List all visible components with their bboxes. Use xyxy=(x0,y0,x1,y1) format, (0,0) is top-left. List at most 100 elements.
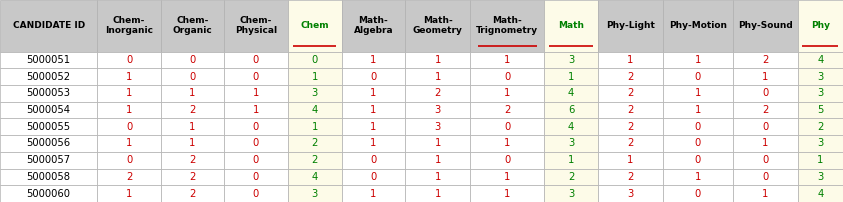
Text: 3: 3 xyxy=(817,139,824,148)
Bar xyxy=(161,168,224,185)
Bar xyxy=(161,118,224,135)
Bar xyxy=(598,52,663,68)
Text: 1: 1 xyxy=(370,88,377,98)
Text: 0: 0 xyxy=(695,139,701,148)
Text: 0: 0 xyxy=(370,155,376,165)
Text: 1: 1 xyxy=(126,72,132,82)
Bar xyxy=(287,52,341,68)
Bar xyxy=(287,85,341,102)
Bar xyxy=(287,152,341,168)
Text: 2: 2 xyxy=(568,172,574,182)
Text: 1: 1 xyxy=(370,139,377,148)
Bar xyxy=(341,52,405,68)
Bar xyxy=(470,0,544,52)
Text: 2: 2 xyxy=(627,122,634,132)
Bar xyxy=(405,168,470,185)
Bar xyxy=(161,68,224,85)
Text: 0: 0 xyxy=(695,122,701,132)
Text: 3: 3 xyxy=(817,88,824,98)
Text: 4: 4 xyxy=(568,122,574,132)
Bar xyxy=(797,0,843,52)
Bar xyxy=(598,135,663,152)
Bar xyxy=(287,0,341,52)
Text: 0: 0 xyxy=(695,155,701,165)
Text: 0: 0 xyxy=(504,72,510,82)
Bar xyxy=(797,152,843,168)
Bar xyxy=(663,152,733,168)
Bar xyxy=(598,0,663,52)
Text: 0: 0 xyxy=(370,172,376,182)
Text: 1: 1 xyxy=(762,189,769,199)
Text: 3: 3 xyxy=(311,88,318,98)
Text: 5000057: 5000057 xyxy=(27,155,71,165)
Text: 0: 0 xyxy=(190,55,196,65)
Text: Math-
Geometry: Math- Geometry xyxy=(412,16,463,35)
Bar xyxy=(733,135,797,152)
Text: 1: 1 xyxy=(126,139,132,148)
Text: Phy-Light: Phy-Light xyxy=(606,21,655,30)
Text: 0: 0 xyxy=(253,155,259,165)
Text: 1: 1 xyxy=(434,172,441,182)
Text: 4: 4 xyxy=(817,189,824,199)
Bar xyxy=(663,168,733,185)
Bar xyxy=(0,68,97,85)
Text: 1: 1 xyxy=(370,55,377,65)
Text: 2: 2 xyxy=(817,122,824,132)
Bar xyxy=(797,85,843,102)
Text: 1: 1 xyxy=(434,139,441,148)
Text: 1: 1 xyxy=(817,155,824,165)
Text: 0: 0 xyxy=(762,88,768,98)
Bar xyxy=(598,68,663,85)
Text: 2: 2 xyxy=(190,172,196,182)
Bar xyxy=(544,168,598,185)
Bar xyxy=(0,102,97,118)
Text: 0: 0 xyxy=(253,122,259,132)
Bar xyxy=(733,68,797,85)
Bar xyxy=(0,118,97,135)
Text: 2: 2 xyxy=(627,105,634,115)
Bar xyxy=(797,135,843,152)
Text: 0: 0 xyxy=(253,189,259,199)
Bar xyxy=(797,168,843,185)
Bar xyxy=(0,135,97,152)
Bar xyxy=(97,152,161,168)
Text: 5000058: 5000058 xyxy=(27,172,71,182)
Text: 1: 1 xyxy=(504,88,510,98)
Bar xyxy=(97,185,161,202)
Text: 1: 1 xyxy=(695,105,701,115)
Bar xyxy=(598,85,663,102)
Text: 2: 2 xyxy=(627,139,634,148)
Bar xyxy=(733,152,797,168)
Bar xyxy=(470,52,544,68)
Bar xyxy=(598,185,663,202)
Text: CANDIDATE ID: CANDIDATE ID xyxy=(13,21,85,30)
Text: Phy-Motion: Phy-Motion xyxy=(668,21,727,30)
Text: 2: 2 xyxy=(762,105,769,115)
Bar xyxy=(544,135,598,152)
Bar xyxy=(224,152,287,168)
Text: 4: 4 xyxy=(817,55,824,65)
Text: 2: 2 xyxy=(627,88,634,98)
Bar xyxy=(0,52,97,68)
Text: 3: 3 xyxy=(627,189,634,199)
Bar xyxy=(544,68,598,85)
Text: 4: 4 xyxy=(568,88,574,98)
Text: 0: 0 xyxy=(253,172,259,182)
Text: 3: 3 xyxy=(311,189,318,199)
Text: 1: 1 xyxy=(253,88,259,98)
Bar xyxy=(733,85,797,102)
Text: 5000052: 5000052 xyxy=(27,72,71,82)
Bar xyxy=(0,185,97,202)
Bar xyxy=(97,68,161,85)
Bar xyxy=(544,52,598,68)
Bar xyxy=(797,102,843,118)
Bar xyxy=(341,168,405,185)
Bar xyxy=(405,85,470,102)
Bar xyxy=(341,135,405,152)
Text: 2: 2 xyxy=(504,105,510,115)
Text: Math: Math xyxy=(558,21,584,30)
Bar xyxy=(544,152,598,168)
Bar xyxy=(663,52,733,68)
Bar xyxy=(341,185,405,202)
Text: 5000051: 5000051 xyxy=(27,55,71,65)
